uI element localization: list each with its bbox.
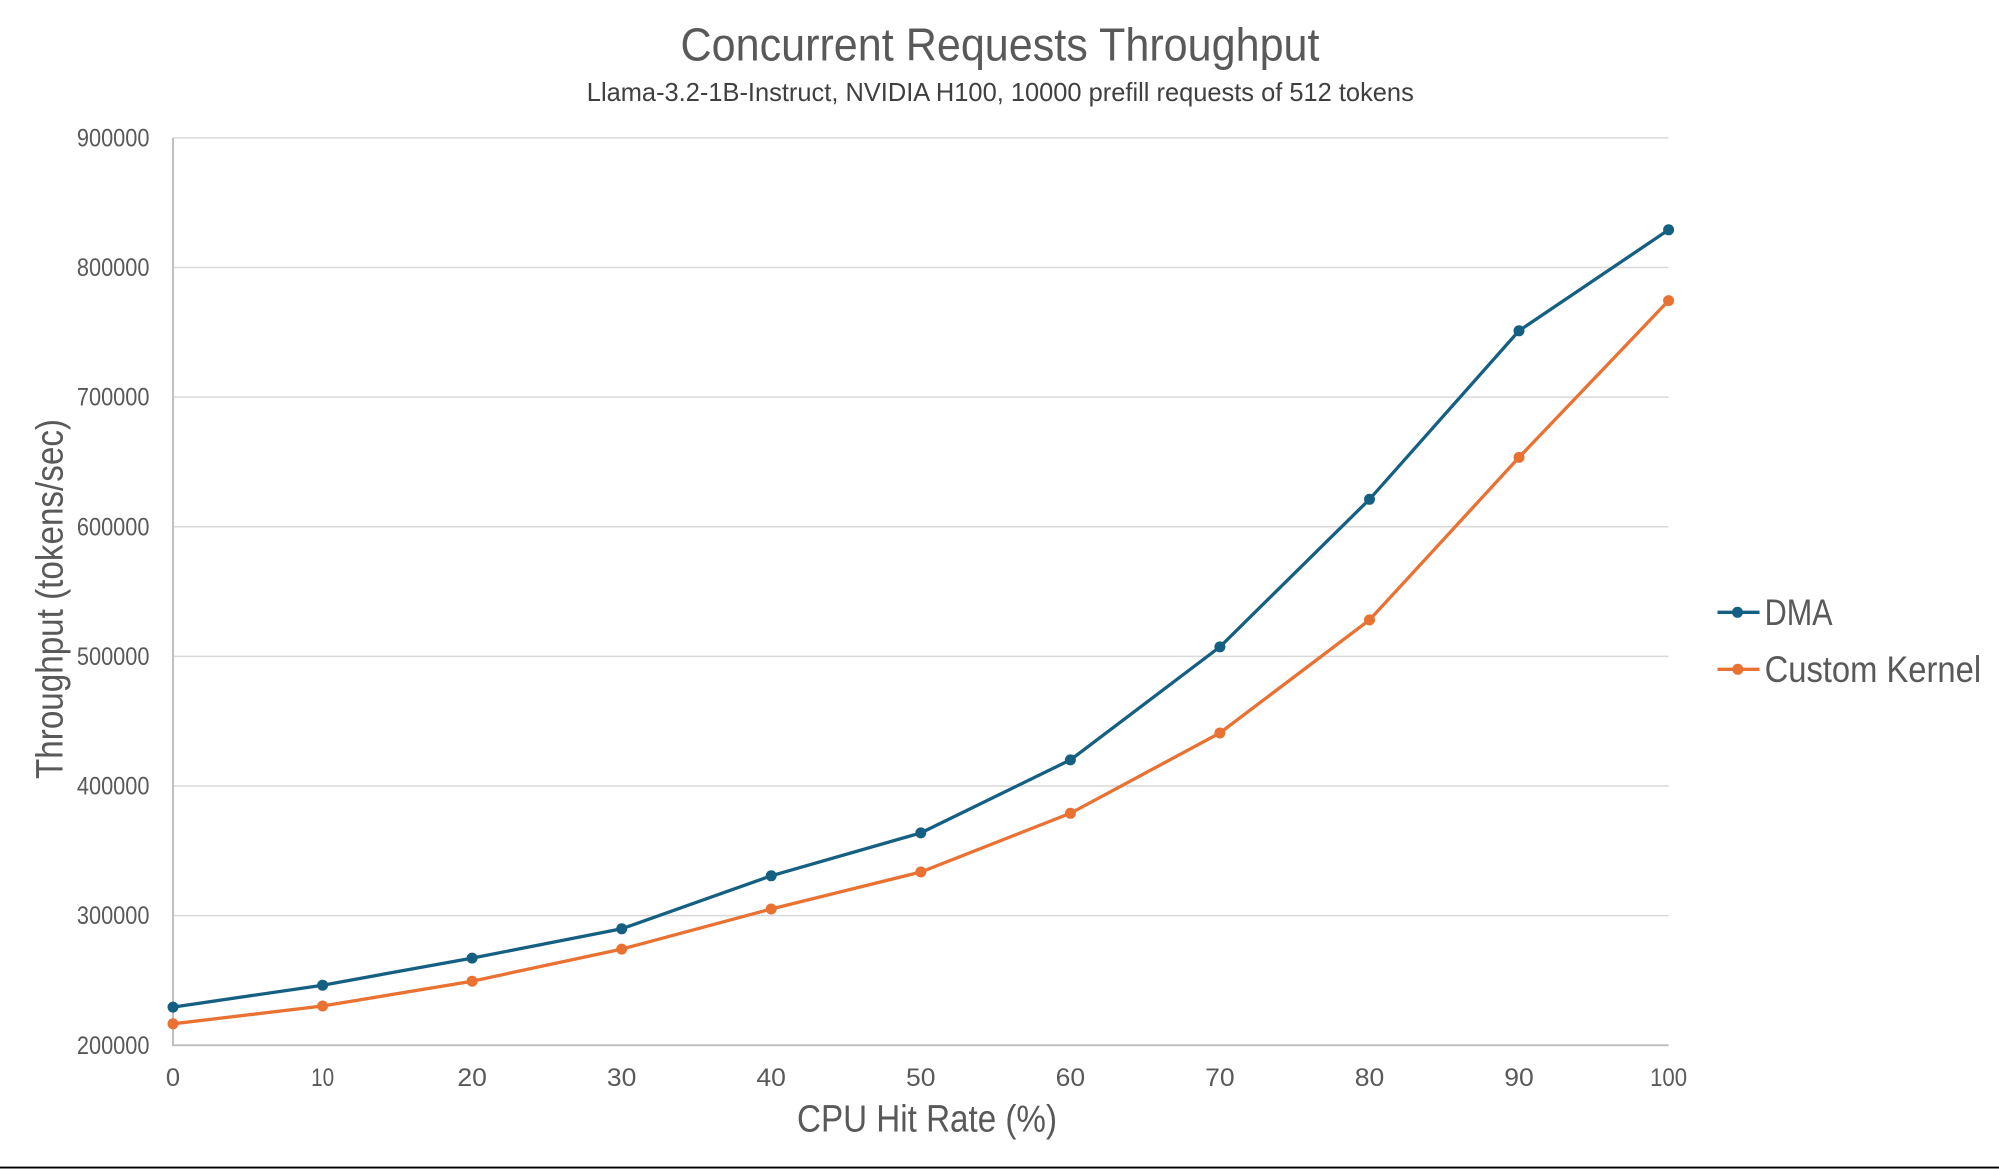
svg-text:Llama-3.2-1B-Instruct, NVIDIA: Llama-3.2-1B-Instruct, NVIDIA H100, 1000… [587, 77, 1414, 107]
svg-text:90: 90 [1504, 1064, 1534, 1092]
svg-text:40: 40 [756, 1064, 786, 1092]
svg-text:600000: 600000 [77, 513, 150, 541]
svg-text:Concurrent Requests Throughput: Concurrent Requests Throughput [681, 19, 1320, 71]
svg-text:CPU Hit Rate (%): CPU Hit Rate (%) [797, 1099, 1057, 1141]
svg-text:10: 10 [311, 1064, 334, 1092]
svg-text:30: 30 [607, 1064, 637, 1092]
svg-text:60: 60 [1056, 1064, 1086, 1092]
svg-text:80: 80 [1355, 1064, 1385, 1092]
svg-text:100: 100 [1650, 1064, 1687, 1092]
svg-text:Throughput (tokens/sec): Throughput (tokens/sec) [30, 419, 72, 779]
svg-text:400000: 400000 [77, 773, 150, 801]
svg-text:500000: 500000 [77, 643, 150, 671]
svg-text:20: 20 [457, 1064, 487, 1092]
svg-text:0: 0 [166, 1064, 180, 1092]
svg-text:300000: 300000 [77, 902, 150, 930]
svg-text:900000: 900000 [77, 125, 150, 153]
svg-text:50: 50 [906, 1064, 936, 1092]
svg-text:700000: 700000 [77, 384, 150, 412]
svg-text:Custom Kernel: Custom Kernel [1765, 649, 1982, 690]
svg-text:DMA: DMA [1765, 592, 1833, 633]
svg-text:800000: 800000 [77, 254, 150, 282]
svg-text:200000: 200000 [77, 1032, 150, 1060]
svg-text:70: 70 [1205, 1064, 1235, 1092]
